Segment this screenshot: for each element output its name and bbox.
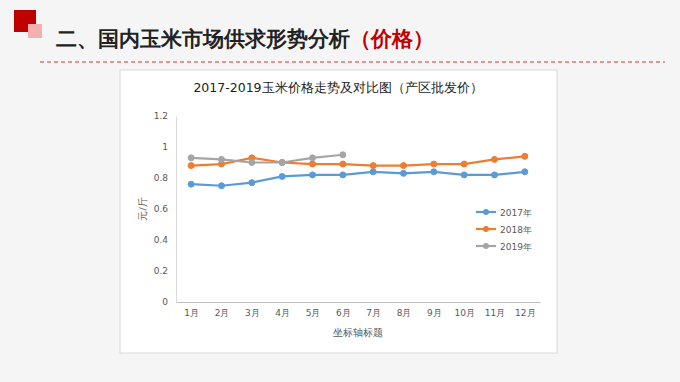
- series-marker: [522, 169, 528, 175]
- legend-label: 2018年: [500, 225, 532, 235]
- x-tick: 1月: [184, 302, 199, 318]
- chart-panel: [120, 70, 557, 353]
- legend-marker: [483, 209, 489, 215]
- x-tick: 10月: [454, 302, 474, 318]
- page-title-main: 二、国内玉米市场供求形势分析: [56, 27, 350, 51]
- series-marker: [492, 156, 498, 162]
- series-marker: [340, 161, 346, 167]
- legend-label: 2017年: [500, 208, 532, 218]
- y-tick-label: 0.2: [154, 266, 168, 276]
- series-marker: [461, 172, 467, 178]
- legend: 2017年 2018年 2019年: [476, 208, 532, 252]
- series: [188, 153, 528, 168]
- series-line: [191, 155, 343, 163]
- series-marker: [279, 173, 285, 179]
- x-tick-label: 4月: [275, 308, 290, 318]
- y-axis-line: [176, 117, 177, 303]
- series-marker: [279, 160, 285, 166]
- y-tick-label: 0.8: [154, 173, 169, 183]
- y-tick: 0.8: [154, 173, 176, 183]
- series-marker: [279, 160, 285, 166]
- x-tick-label: 2月: [215, 308, 230, 318]
- y-tick: 1: [162, 142, 176, 152]
- series-line: [191, 172, 525, 186]
- series-marker: [310, 172, 316, 178]
- series-marker: [249, 180, 255, 186]
- x-tick-label: 7月: [366, 308, 381, 318]
- legend-entry: 2018年: [476, 225, 532, 235]
- x-tick: 5月: [306, 302, 321, 318]
- x-tick-label: 9月: [427, 308, 442, 318]
- legend-entry: 2017年: [476, 208, 532, 218]
- x-tick-label: 11月: [485, 308, 505, 318]
- series: [188, 152, 346, 166]
- series-marker: [370, 169, 376, 175]
- series-marker: [461, 161, 467, 167]
- series-marker: [492, 172, 498, 178]
- x-tick: 11月: [485, 302, 505, 318]
- y-tick-label: 0.6: [154, 204, 169, 214]
- legend-marker: [483, 243, 489, 249]
- x-tick-label: 10月: [454, 308, 474, 318]
- x-tick: 3月: [245, 302, 260, 318]
- series-marker: [340, 172, 346, 178]
- plot-area: [188, 152, 528, 189]
- y-tick: 0.2: [154, 266, 176, 276]
- y-axis-title: 元/斤: [137, 197, 148, 220]
- series-marker: [310, 161, 316, 167]
- y-tick: 0.4: [154, 235, 176, 245]
- x-tick-label: 1月: [184, 308, 199, 318]
- series-marker: [219, 156, 225, 162]
- chart-title: 2017-2019玉米价格走势及对比图（产区批发价）: [193, 80, 482, 95]
- series: [188, 169, 528, 189]
- series-marker: [401, 170, 407, 176]
- x-tick-label: 8月: [397, 308, 412, 318]
- y-tick-label: 1: [162, 142, 168, 152]
- x-tick: 9月: [427, 302, 442, 318]
- series-marker: [522, 153, 528, 159]
- x-axis-line: [177, 302, 541, 303]
- y-tick-label: 0: [162, 297, 168, 307]
- header-rule: [40, 62, 665, 63]
- series-marker: [370, 163, 376, 169]
- header-icon: [28, 24, 42, 38]
- series-marker: [188, 163, 194, 169]
- series-marker: [188, 181, 194, 187]
- x-tick-label: 3月: [245, 308, 260, 318]
- x-tick: 6月: [336, 302, 351, 318]
- x-axis-title: 坐标轴标题: [333, 327, 383, 338]
- series-marker: [188, 155, 194, 161]
- y-tick: 0.6: [154, 204, 176, 214]
- y-tick-label: 0.4: [154, 235, 169, 245]
- x-tick-label: 6月: [336, 308, 351, 318]
- slide: 二、国内玉米市场供求形势分析（价格） 2017-2019玉米价格走势及对比图（产区…: [0, 0, 680, 382]
- x-axis: 1月 2月 3月 4月 5月 6月 7月 8月 9月 10月 11月 12月: [177, 302, 541, 318]
- y-axis: 0 0.2 0.4 0.6 0.8 1 1.2: [154, 111, 177, 307]
- series-marker: [340, 152, 346, 158]
- series-marker: [401, 163, 407, 169]
- background: [0, 0, 680, 382]
- series-marker: [431, 169, 437, 175]
- legend-label: 2019年: [500, 242, 532, 252]
- series-marker: [249, 160, 255, 166]
- x-tick: 2月: [215, 302, 230, 318]
- x-tick: 8月: [397, 302, 412, 318]
- x-tick: 7月: [366, 302, 381, 318]
- x-tick: 12月: [515, 302, 535, 318]
- series-marker: [219, 183, 225, 189]
- x-tick-label: 12月: [515, 308, 535, 318]
- series-marker: [431, 161, 437, 167]
- y-tick: 1.2: [154, 111, 176, 121]
- legend-marker: [483, 226, 489, 232]
- x-tick: 4月: [275, 302, 290, 318]
- page-title-highlight: （价格）: [350, 27, 434, 51]
- series-marker: [310, 155, 316, 161]
- legend-entry: 2019年: [476, 242, 532, 252]
- y-tick-label: 1.2: [154, 111, 168, 121]
- y-tick: 0: [162, 297, 176, 307]
- page-title: 二、国内玉米市场供求形势分析（价格）: [56, 27, 434, 51]
- x-tick-label: 5月: [306, 308, 321, 318]
